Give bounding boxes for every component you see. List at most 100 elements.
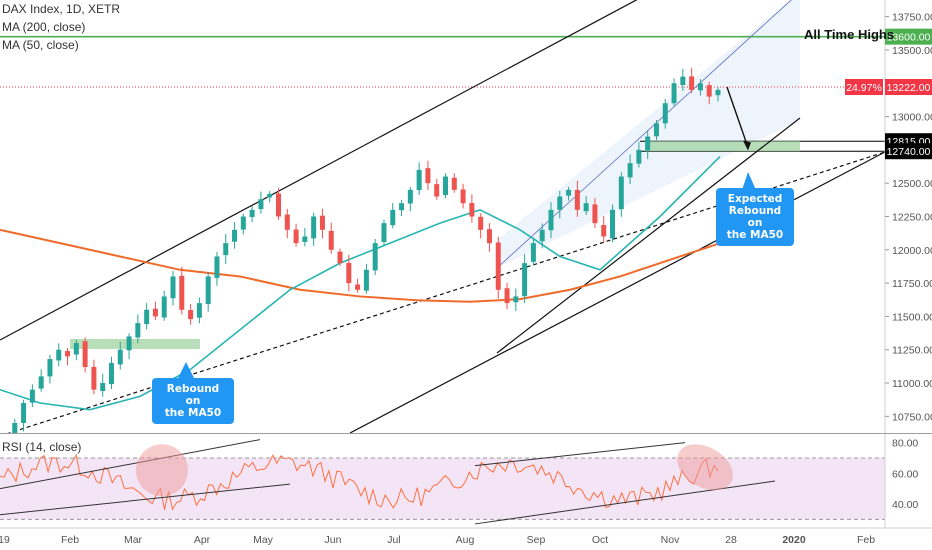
rsi-band [0,458,885,520]
x-tick-label: 2020 [782,534,806,546]
ma50-legend[interactable]: MA (50, close) [2,38,79,52]
candle-body [144,309,150,325]
candle-body [311,216,317,239]
x-tick-label: Nov [661,534,680,546]
candle-body [126,336,132,351]
candle-body [399,203,405,211]
candle-body [451,177,457,190]
rebound-line-1: Rebound on [166,383,220,407]
rebound-callout: Rebound on the MA50 [152,378,234,424]
candle-body [443,176,449,195]
candle-body [407,189,413,204]
candle-body [152,308,158,317]
candle-body [689,76,695,90]
candle-body [100,383,106,392]
rsi-trend-lower [0,483,291,516]
candle-body [530,243,536,262]
candle-body [697,83,703,91]
support-zone [645,141,800,152]
candle-body [618,176,624,210]
candle-body [610,209,616,239]
candle-body [504,288,510,304]
candle-body [302,236,308,242]
support-bottom-tag-bg [885,143,932,160]
y-tick-label: 13500.00 [892,45,932,57]
expected-line-2: Rebound on [728,205,782,229]
candle-body [486,229,492,244]
candle-body [372,243,378,271]
candle-body [56,349,62,361]
x-tick-label: 19 [0,534,10,546]
candle-body [636,149,642,164]
candle-body [478,216,484,230]
y-tick-label: 12500.00 [892,178,932,190]
ath-price-tag-bg [885,28,932,45]
main-clip-group [0,0,885,433]
candle-body [416,169,422,191]
candle-body [188,310,194,320]
candle-body [390,209,396,226]
candle-body [346,262,352,284]
candle-body [715,89,721,96]
expected-callout: Expected Rebound on the MA50 [716,188,794,246]
x-tick-label: Feb [857,534,875,546]
candle-body [196,303,202,318]
channel-mid [7,151,885,433]
change-tag-bg [845,78,883,95]
down-arrow [726,86,748,145]
ma200-line [0,225,731,303]
rsi-line [0,453,719,511]
price-pane [0,0,885,433]
candle-body [548,209,554,231]
x-tick-label: Oct [592,534,608,546]
candle-body [680,76,686,86]
candle-body [469,203,475,217]
x-tick-label: Aug [456,534,475,546]
rsi-trend-lower-2 [474,480,776,525]
rsi-trend-upper-2 [474,442,686,467]
candle-body [73,343,79,355]
y-tick-label: 13750.00 [892,12,932,24]
rebound-zone [70,339,200,349]
expected-pointer [742,172,756,190]
candle-body [38,376,44,389]
candle-body [645,136,651,151]
candle-body [267,193,273,198]
expected-line-1: Expected [727,193,783,205]
current-price-tag: 13222.00 [887,82,931,94]
support-bottom-tag: 12740.00 [887,146,931,158]
candle-body [662,103,668,124]
candle-body [671,83,677,104]
symbol-legend[interactable]: DAX Index, 1D, XETR [2,2,121,16]
sub-channel-lower [496,117,801,354]
x-tick-label: Feb [61,534,79,546]
candle-body [205,276,211,305]
candle-body [495,242,501,290]
candle-body [82,341,88,368]
change-tag: 24.97% [846,82,882,94]
y-tick-label: 13000.00 [892,112,932,124]
down-arrow-head [743,140,751,151]
rebound-line-2: the MA50 [164,407,222,419]
candle-body [161,296,167,318]
x-tick-label: Apr [194,534,211,546]
channel-upper [0,0,638,341]
candle-body [117,349,123,365]
y-tick-label: 11500.00 [892,311,932,323]
x-tick-label: Jul [387,534,400,546]
y-tick-label: 11000.00 [892,378,932,390]
ma50-line [0,155,721,411]
candle-body [381,223,387,242]
y-tick-label: 12000.00 [892,245,932,257]
candle-body [363,269,369,291]
rsi-tick-label: 40.00 [892,499,918,511]
candle-body [328,230,334,250]
rsi-legend[interactable]: RSI (14, close) [2,440,82,454]
ma200-legend[interactable]: MA (200, close) [2,20,86,34]
candle-body [522,263,528,297]
y-tick-label: 11250.00 [892,345,932,357]
candle-body [240,216,246,230]
candle-body [223,243,229,256]
candle-body [601,225,607,237]
